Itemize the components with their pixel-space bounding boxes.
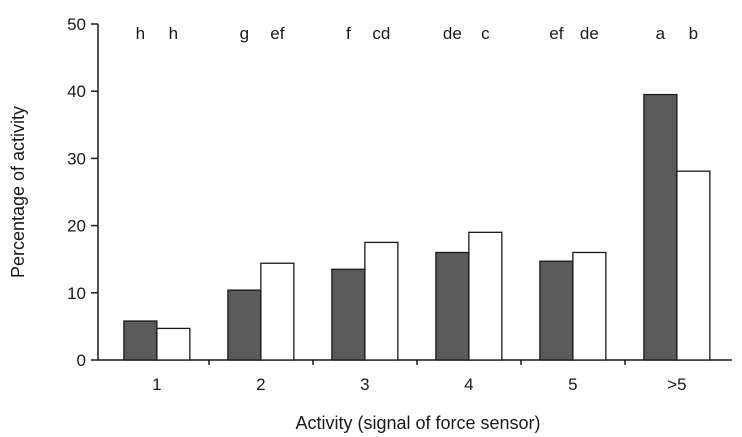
bar-filled-0 [123, 320, 158, 361]
bars [123, 93, 711, 361]
bar-filled-4 [539, 260, 574, 361]
y-tick-label-2: 20 [67, 217, 86, 236]
significance-label-0-1: h [169, 24, 178, 43]
y-tick-label-5: 50 [67, 15, 86, 34]
y-tick-labels: 0 10 20 30 40 50 [67, 15, 86, 370]
significance-label-2-0: f [346, 24, 351, 43]
x-tick-label-1: 2 [256, 375, 265, 394]
bar-open-0 [156, 327, 191, 361]
x-tick-labels: 1 2 3 4 5 >5 [152, 375, 686, 394]
significance-label-5-0: a [656, 24, 666, 43]
significance-label-3-0: de [443, 24, 462, 43]
x-tick-label-3: 4 [464, 375, 473, 394]
x-tick-label-5: >5 [667, 375, 686, 394]
x-tick-label-4: 5 [568, 375, 577, 394]
bar-open-2 [364, 241, 399, 361]
significance-label-4-0: ef [549, 24, 563, 43]
y-tick-label-1: 10 [67, 284, 86, 303]
bar-open-1 [260, 262, 295, 361]
y-axis [91, 23, 99, 361]
significance-label-5-1: b [689, 24, 698, 43]
x-axis-title: Activity (signal of force sensor) [295, 413, 540, 433]
significance-label-1-1: ef [270, 24, 284, 43]
y-tick-label-0: 0 [77, 351, 86, 370]
bar-open-5 [676, 170, 711, 361]
bar-filled-1 [227, 289, 262, 361]
significance-label-1-0: g [240, 24, 249, 43]
significance-label-2-1: cd [372, 24, 390, 43]
significance-label-4-1: de [580, 24, 599, 43]
bar-filled-5 [643, 93, 678, 361]
significance-label-3-1: c [481, 24, 490, 43]
x-axis [98, 359, 732, 365]
bar-open-3 [468, 231, 503, 361]
y-tick-label-4: 40 [67, 82, 86, 101]
bar-filled-3 [435, 251, 470, 361]
y-axis-title: Percentage of activity [8, 106, 28, 278]
y-tick-label-3: 30 [67, 149, 86, 168]
bar-open-4 [572, 251, 607, 361]
bar-filled-2 [331, 268, 366, 361]
x-tick-label-0: 1 [152, 375, 161, 394]
significance-label-0-0: h [136, 24, 145, 43]
significance-labels: h h g ef f cd de c ef de a b [136, 24, 698, 43]
x-tick-label-2: 3 [360, 375, 369, 394]
